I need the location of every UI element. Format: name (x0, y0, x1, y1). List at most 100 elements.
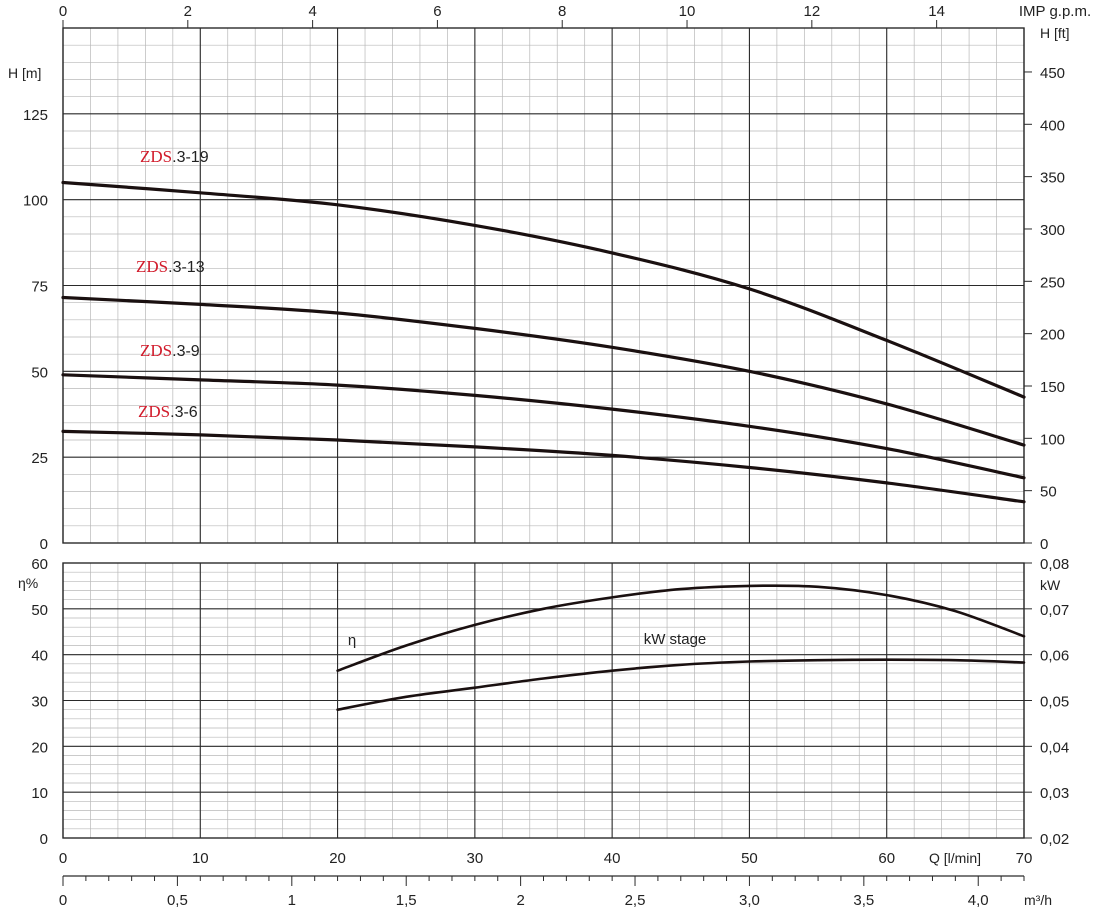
bottom-axis-tick-label: 2,5 (625, 892, 646, 909)
head-right-tick-label: 200 (1040, 327, 1065, 344)
head-left-tick-label: 75 (31, 279, 48, 296)
head-left-tick-label: 0 (40, 536, 48, 553)
eff-left-axis: 0 10 20 30 40 50 60 η% (18, 556, 48, 848)
head-right-axis: 0 50 100 150 200 250 300 350 400 450 H [ft] (1024, 25, 1070, 553)
series-label: ZDS.3-6 (138, 402, 198, 421)
series-zds-3-6: ZDS.3-6 (61, 402, 1026, 504)
eff-right-tick-label: 0,06 (1040, 648, 1069, 665)
eff-left-tick-label: 50 (31, 602, 48, 619)
series-eta: η (336, 584, 1026, 672)
head-curve (61, 180, 1026, 399)
head-left-tick-label: 100 (23, 193, 48, 210)
top-axis: 0 2 4 6 8 10 12 14 IMP g.p.m. (59, 3, 1091, 28)
head-right-tick-label: 100 (1040, 431, 1065, 448)
x-axis-tick-label: 60 (878, 850, 895, 867)
bottom-axis-label: m³/h (1024, 892, 1052, 908)
head-right-tick-label: 300 (1040, 222, 1065, 239)
head-panel-frame (62, 27, 1025, 544)
top-axis-tick-label: 14 (928, 3, 945, 20)
head-left-axis: 0 25 50 75 100 125 H [m] (8, 65, 48, 553)
top-axis-tick-label: 4 (308, 3, 316, 20)
efficiency-panel-grid (62, 562, 1025, 839)
eff-left-tick-label: 10 (31, 785, 48, 802)
bottom-axis-tick-label: 1 (288, 892, 296, 909)
bottom-axis-tick-label: 1,5 (396, 892, 417, 909)
head-left-axis-label: H [m] (8, 65, 41, 81)
series-zds-3-13: ZDS.3-13 (61, 257, 1026, 447)
bottom-axis-tick-label: 3,0 (739, 892, 760, 909)
head-left-tick-label: 125 (23, 107, 48, 124)
series-label: ZDS.3-19 (140, 147, 209, 166)
eff-left-tick-label: 20 (31, 739, 48, 756)
series-kw-stage: kW stage (336, 631, 1026, 711)
head-left-tick-label: 25 (31, 450, 48, 467)
top-axis-tick-label: 2 (184, 3, 192, 20)
eff-right-tick-label: 0,08 (1040, 556, 1069, 573)
eff-right-tick-label: 0,07 (1040, 602, 1069, 619)
top-axis-tick-label: 6 (433, 3, 441, 20)
x-axis-tick-label: 20 (329, 850, 346, 867)
series-zds-3-19: ZDS.3-19 (61, 147, 1026, 399)
head-curve (61, 429, 1026, 504)
head-right-axis-label: H [ft] (1040, 25, 1070, 41)
x-axis-tick-label: 10 (192, 850, 209, 867)
series-label-suffix: .3-13 (168, 259, 205, 276)
series-label-prefix: ZDS (138, 402, 170, 421)
eff-right-tick-label: 0,03 (1040, 785, 1069, 802)
eff-left-tick-label: 40 (31, 648, 48, 665)
series-label: ZDS.3-9 (140, 341, 200, 360)
head-right-tick-label: 450 (1040, 65, 1065, 82)
eff-left-tick-label: 0 (40, 831, 48, 848)
x-axis-tick-label: 30 (467, 850, 484, 867)
eta-curve (336, 584, 1026, 672)
top-axis-tick-label: 10 (679, 3, 696, 20)
eff-right-tick-label: 0,05 (1040, 694, 1069, 711)
series-label-suffix: .3-9 (172, 343, 200, 360)
head-right-tick-label: 0 (1040, 536, 1048, 553)
head-curve (61, 295, 1026, 447)
x-axis-label: Q [l/min] (929, 850, 981, 866)
x-axis-tick-label: 70 (1016, 850, 1033, 867)
top-axis-tick-label: 12 (803, 3, 820, 20)
eff-right-tick-label: 0,02 (1040, 831, 1069, 848)
head-right-tick-label: 50 (1040, 484, 1057, 501)
top-axis-tick-label: 8 (558, 3, 566, 20)
bottom-axis: 0 0,5 1 1,5 2 2,5 3,0 3,5 4,0 m³/h (59, 875, 1052, 909)
series-zds-3-9: ZDS.3-9 (61, 341, 1026, 480)
eff-right-axis-label: kW (1040, 577, 1061, 593)
bottom-axis-tick-label: 3,5 (853, 892, 874, 909)
series-label-prefix: ZDS (136, 257, 168, 276)
eff-right-axis: 0,02 0,03 0,04 0,05 0,06 0,07 0,08 kW (1024, 556, 1069, 848)
x-axis: 0 10 20 30 40 50 60 70 Q [l/min] (59, 850, 1033, 867)
x-axis-tick-label: 50 (741, 850, 758, 867)
bottom-axis-tick-label: 4,0 (968, 892, 989, 909)
bottom-axis-tick-label: 2 (516, 892, 524, 909)
x-axis-tick-label: 0 (59, 850, 67, 867)
bottom-axis-tick-label: 0 (59, 892, 67, 909)
kw-stage-curve-label: kW stage (644, 631, 707, 648)
kw-stage-curve (336, 658, 1026, 711)
series-label-prefix: ZDS (140, 341, 172, 360)
eff-left-tick-label: 60 (31, 556, 48, 573)
series-label-suffix: .3-6 (170, 404, 198, 421)
series-label: ZDS.3-13 (136, 257, 205, 276)
series-label-suffix: .3-19 (172, 149, 209, 166)
eff-left-tick-label: 30 (31, 694, 48, 711)
head-right-tick-label: 250 (1040, 274, 1065, 291)
eta-curve-label: η (348, 632, 356, 649)
head-right-tick-label: 400 (1040, 117, 1065, 134)
bottom-axis-tick-label: 0,5 (167, 892, 188, 909)
top-axis-tick-label: 0 (59, 3, 67, 20)
eff-right-tick-label: 0,04 (1040, 739, 1069, 756)
head-panel-grid (62, 27, 1025, 544)
head-left-tick-label: 50 (31, 364, 48, 381)
head-right-tick-label: 150 (1040, 379, 1065, 396)
x-axis-tick-label: 40 (604, 850, 621, 867)
series-label-prefix: ZDS (140, 147, 172, 166)
head-curve (61, 373, 1026, 480)
eff-left-axis-label: η% (18, 575, 38, 591)
top-axis-label: IMP g.p.m. (1019, 3, 1091, 20)
head-right-tick-label: 350 (1040, 170, 1065, 187)
